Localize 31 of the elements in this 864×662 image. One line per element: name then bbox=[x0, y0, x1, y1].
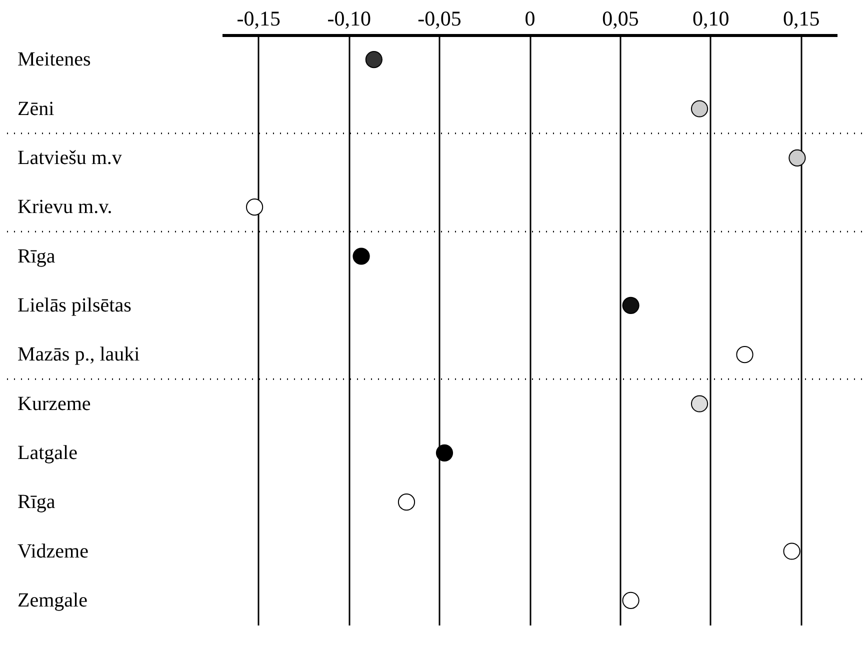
y-tick-label: Mazās p., lauki bbox=[18, 344, 140, 366]
y-tick-label: Lielās pilsētas bbox=[18, 294, 132, 316]
x-tick-label: 0,05 bbox=[602, 6, 639, 30]
x-tick-label: -0,10 bbox=[327, 6, 371, 30]
y-tick-label: Zemgale bbox=[18, 589, 88, 612]
y-tick-label: Zēni bbox=[18, 98, 55, 120]
point bbox=[783, 542, 800, 560]
point bbox=[398, 494, 416, 511]
point bbox=[622, 296, 640, 314]
point bbox=[788, 149, 806, 166]
point bbox=[690, 100, 708, 118]
x-tick-label: -0,15 bbox=[236, 6, 281, 30]
y-tick-label: Rīga bbox=[18, 245, 56, 268]
x-tick-label: -0,05 bbox=[418, 6, 462, 30]
point bbox=[436, 444, 454, 462]
y-tick-label: Vidzeme bbox=[18, 540, 89, 562]
y-tick-label: Latviešu m.v bbox=[18, 146, 122, 169]
point bbox=[622, 592, 640, 609]
y-tick-label: Meitenes bbox=[18, 48, 92, 71]
point bbox=[736, 346, 754, 364]
y-tick-label: Krievu m.v. bbox=[18, 196, 112, 218]
x-tick-label: 0 bbox=[524, 6, 536, 30]
point bbox=[365, 51, 383, 68]
x-tick-label: 0,10 bbox=[692, 6, 730, 30]
point bbox=[352, 248, 370, 265]
point bbox=[246, 198, 264, 216]
point bbox=[690, 395, 708, 412]
x-tick-label: 0,15 bbox=[782, 6, 820, 30]
y-tick-label: Rīga bbox=[18, 491, 56, 514]
y-tick-label: Latgale bbox=[18, 442, 78, 464]
y-tick-label: Kurzeme bbox=[18, 392, 91, 415]
